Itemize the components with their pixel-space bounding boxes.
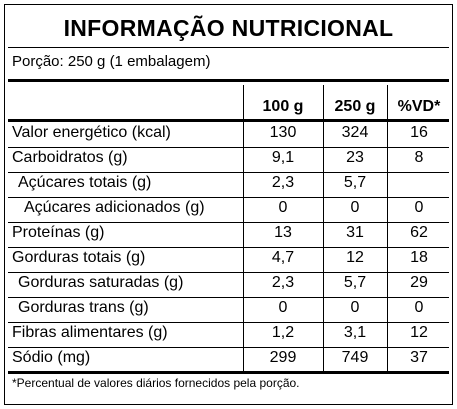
table-row: Fibras alimentares (g) 1,2 3,1 12 — [5, 322, 452, 347]
value-250g: 12 — [346, 249, 364, 266]
divider-thick — [8, 119, 449, 122]
nutrient-name: Carboidratos (g) — [12, 149, 128, 166]
value-250g: 5,7 — [343, 274, 367, 291]
value-250g: 0 — [350, 199, 360, 216]
value-daily: 0 — [414, 299, 424, 316]
divider-thick — [8, 371, 449, 374]
nutrition-facts-label: INFORMAÇÃO NUTRICIONAL Porção: 250 g (1 … — [4, 4, 453, 405]
footnote: *Percentual de valores diários fornecido… — [12, 376, 300, 390]
nutrient-name: Açúcares totais (g) — [18, 174, 152, 191]
divider — [8, 47, 449, 48]
value-250g: 324 — [341, 124, 369, 141]
divider — [8, 322, 449, 323]
table-row: Gorduras saturadas (g) 2,3 5,7 29 — [5, 272, 452, 297]
value-250g: 0 — [350, 299, 360, 316]
value-100g: 4,7 — [271, 249, 295, 266]
portion-size: Porção: 250 g (1 embalagem) — [12, 53, 211, 70]
value-250g: 3,1 — [343, 324, 367, 341]
nutrient-name: Sódio (mg) — [12, 349, 91, 366]
value-100g: 0 — [278, 199, 288, 216]
table-row: Açúcares adicionados (g) 0 0 0 — [5, 197, 452, 222]
divider — [8, 222, 449, 223]
divider — [8, 347, 449, 348]
value-100g: 299 — [269, 349, 297, 366]
nutrient-name: Gorduras saturadas (g) — [18, 274, 184, 291]
value-100g: 130 — [269, 124, 297, 141]
divider — [8, 147, 449, 148]
value-daily: 29 — [410, 274, 428, 291]
nutrient-name: Fibras alimentares (g) — [12, 324, 168, 341]
value-daily: 16 — [410, 124, 428, 141]
table-row: Carboidratos (g) 9,1 23 8 — [5, 147, 452, 172]
value-daily: 8 — [414, 149, 424, 166]
nutrient-name: Proteínas (g) — [12, 224, 105, 241]
nutrient-name: Valor energético (kcal) — [12, 124, 171, 141]
value-250g: 23 — [346, 149, 364, 166]
label-title: INFORMAÇÃO NUTRICIONAL — [63, 15, 394, 41]
table-row: Sódio (mg) 299 749 37 — [5, 347, 452, 372]
table-row: Gorduras totais (g) 4,7 12 18 — [5, 247, 452, 272]
value-100g: 1,2 — [271, 324, 295, 341]
nutrient-name: Açúcares adicionados (g) — [24, 199, 205, 216]
column-divider — [387, 85, 388, 372]
divider — [8, 272, 449, 273]
divider — [8, 197, 449, 198]
value-250g: 5,7 — [343, 174, 367, 191]
value-100g: 0 — [278, 299, 288, 316]
header-250g: 250 g — [334, 98, 376, 115]
divider-thick — [8, 79, 449, 82]
value-daily: 0 — [414, 199, 424, 216]
header-daily-value: %VD* — [397, 98, 441, 115]
divider — [8, 172, 449, 173]
column-divider — [243, 85, 244, 372]
nutrient-name: Gorduras totais (g) — [12, 249, 146, 266]
value-100g: 9,1 — [271, 149, 295, 166]
table-row: Gorduras trans (g) 0 0 0 — [5, 297, 452, 322]
value-daily: 62 — [410, 224, 428, 241]
header-100g: 100 g — [262, 98, 304, 115]
value-100g: 2,3 — [271, 274, 295, 291]
table-row: Açúcares totais (g) 2,3 5,7 — [5, 172, 452, 197]
value-100g: 2,3 — [271, 174, 295, 191]
value-100g: 13 — [274, 224, 292, 241]
value-daily: 12 — [410, 324, 428, 341]
value-250g: 31 — [346, 224, 364, 241]
divider — [8, 297, 449, 298]
table-row: Proteínas (g) 13 31 62 — [5, 222, 452, 247]
value-daily: 18 — [410, 249, 428, 266]
divider — [8, 247, 449, 248]
value-250g: 749 — [341, 349, 369, 366]
column-divider — [323, 85, 324, 372]
nutrient-name: Gorduras trans (g) — [18, 299, 149, 316]
table-row: Valor energético (kcal) 130 324 16 — [5, 122, 452, 147]
value-daily: 37 — [410, 349, 428, 366]
